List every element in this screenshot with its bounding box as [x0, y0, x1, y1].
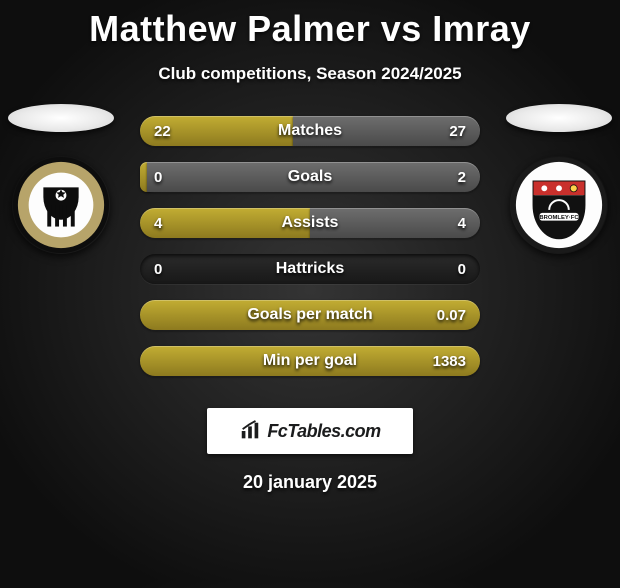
stat-row: 00Hattricks — [140, 254, 480, 284]
stat-value-left: 22 — [154, 116, 171, 146]
stat-value-right: 0 — [458, 254, 466, 284]
left-club-crest — [12, 156, 110, 254]
stat-bar-fill-left — [140, 208, 310, 238]
stat-row: 1383Min per goal — [140, 346, 480, 376]
stat-bars: 2227Matches02Goals44Assists00Hattricks0.… — [140, 116, 480, 392]
stat-row: 0.07Goals per match — [140, 300, 480, 330]
page-subtitle: Club competitions, Season 2024/2025 — [0, 64, 620, 84]
svg-text:BROMLEY·FC: BROMLEY·FC — [539, 215, 579, 221]
right-player-side: BROMLEY·FC — [504, 104, 614, 254]
stat-bar-fill-full — [140, 346, 480, 376]
stat-bar-fill-left — [140, 162, 147, 192]
stat-value-left: 0 — [154, 162, 162, 192]
stat-bar-track — [140, 254, 480, 284]
stat-row: 2227Matches — [140, 116, 480, 146]
stat-bar-fill-right — [147, 162, 480, 192]
page-date: 20 january 2025 — [0, 472, 620, 493]
stat-value-left: 0 — [154, 254, 162, 284]
right-club-crest: BROMLEY·FC — [510, 156, 608, 254]
stat-bar-fill-right — [310, 208, 480, 238]
stat-bar-fill-full — [140, 300, 480, 330]
left-player-photo-placeholder — [8, 104, 114, 132]
stat-value-right: 4 — [458, 208, 466, 238]
right-player-photo-placeholder — [506, 104, 612, 132]
chart-icon — [239, 420, 261, 442]
stat-value-right: 2 — [458, 162, 466, 192]
fctables-text: FcTables.com — [267, 421, 380, 442]
stat-row: 02Goals — [140, 162, 480, 192]
stat-value-left: 4 — [154, 208, 162, 238]
page-title: Matthew Palmer vs Imray — [0, 8, 620, 50]
stat-row: 44Assists — [140, 208, 480, 238]
left-player-side — [6, 104, 116, 254]
stat-value-right: 0.07 — [437, 300, 466, 330]
fctables-badge: FcTables.com — [207, 408, 413, 454]
comparison-panel: BROMLEY·FC 2227Matches02Goals44Assists00… — [0, 116, 620, 396]
notts-county-crest-icon — [12, 156, 110, 254]
stat-value-right: 27 — [449, 116, 466, 146]
stat-value-right: 1383 — [433, 346, 466, 376]
bromley-crest-icon: BROMLEY·FC — [510, 156, 608, 254]
